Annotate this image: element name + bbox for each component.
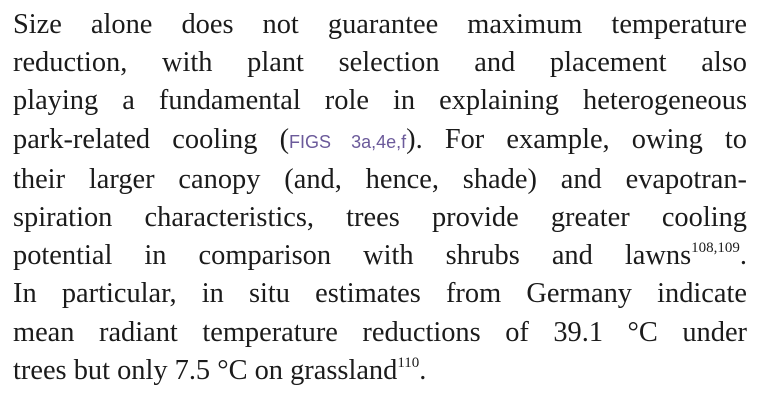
citation-superscript-110[interactable]: 110 [397,354,420,371]
text-line-10-body: trees but only 7.5 °C on grassland [13,354,398,386]
text-line-1: Size alone does not guarantee maximum te… [13,9,747,40]
text-line-4-start: park-related cooling ( [13,123,290,155]
text-line-10-period: . [419,354,427,386]
text-line-9: mean radiant temperature reductions of 3… [13,316,747,348]
text-line-2: reduction, with plant selection and plac… [13,47,747,79]
figure-reference-link[interactable]: FIGS 3a,4e,f [289,131,407,152]
text-line-8: In particular, in situ estimates from Ge… [13,278,747,310]
text-line-4-end: ). For example, owing to [406,123,747,155]
citation-superscript-108-109[interactable]: 108,109 [691,240,740,257]
text-line-7: potential in comparison with shrubs and … [13,237,747,275]
text-line-6: spiration characteristics, trees provide… [13,202,747,234]
text-line-10: trees but only 7.5 °C on grassland110. [13,352,747,390]
text-line-3: playing a fundamental role in explaining… [13,85,747,117]
text-line-7-body: potential in comparison with shrubs and … [13,240,692,272]
text-line-5: their larger canopy (and, hence, shade) … [13,163,747,195]
text-line-7-period: . [739,240,747,272]
text-line-4: park-related cooling (FIGS 3a,4e,f). For… [13,121,747,161]
